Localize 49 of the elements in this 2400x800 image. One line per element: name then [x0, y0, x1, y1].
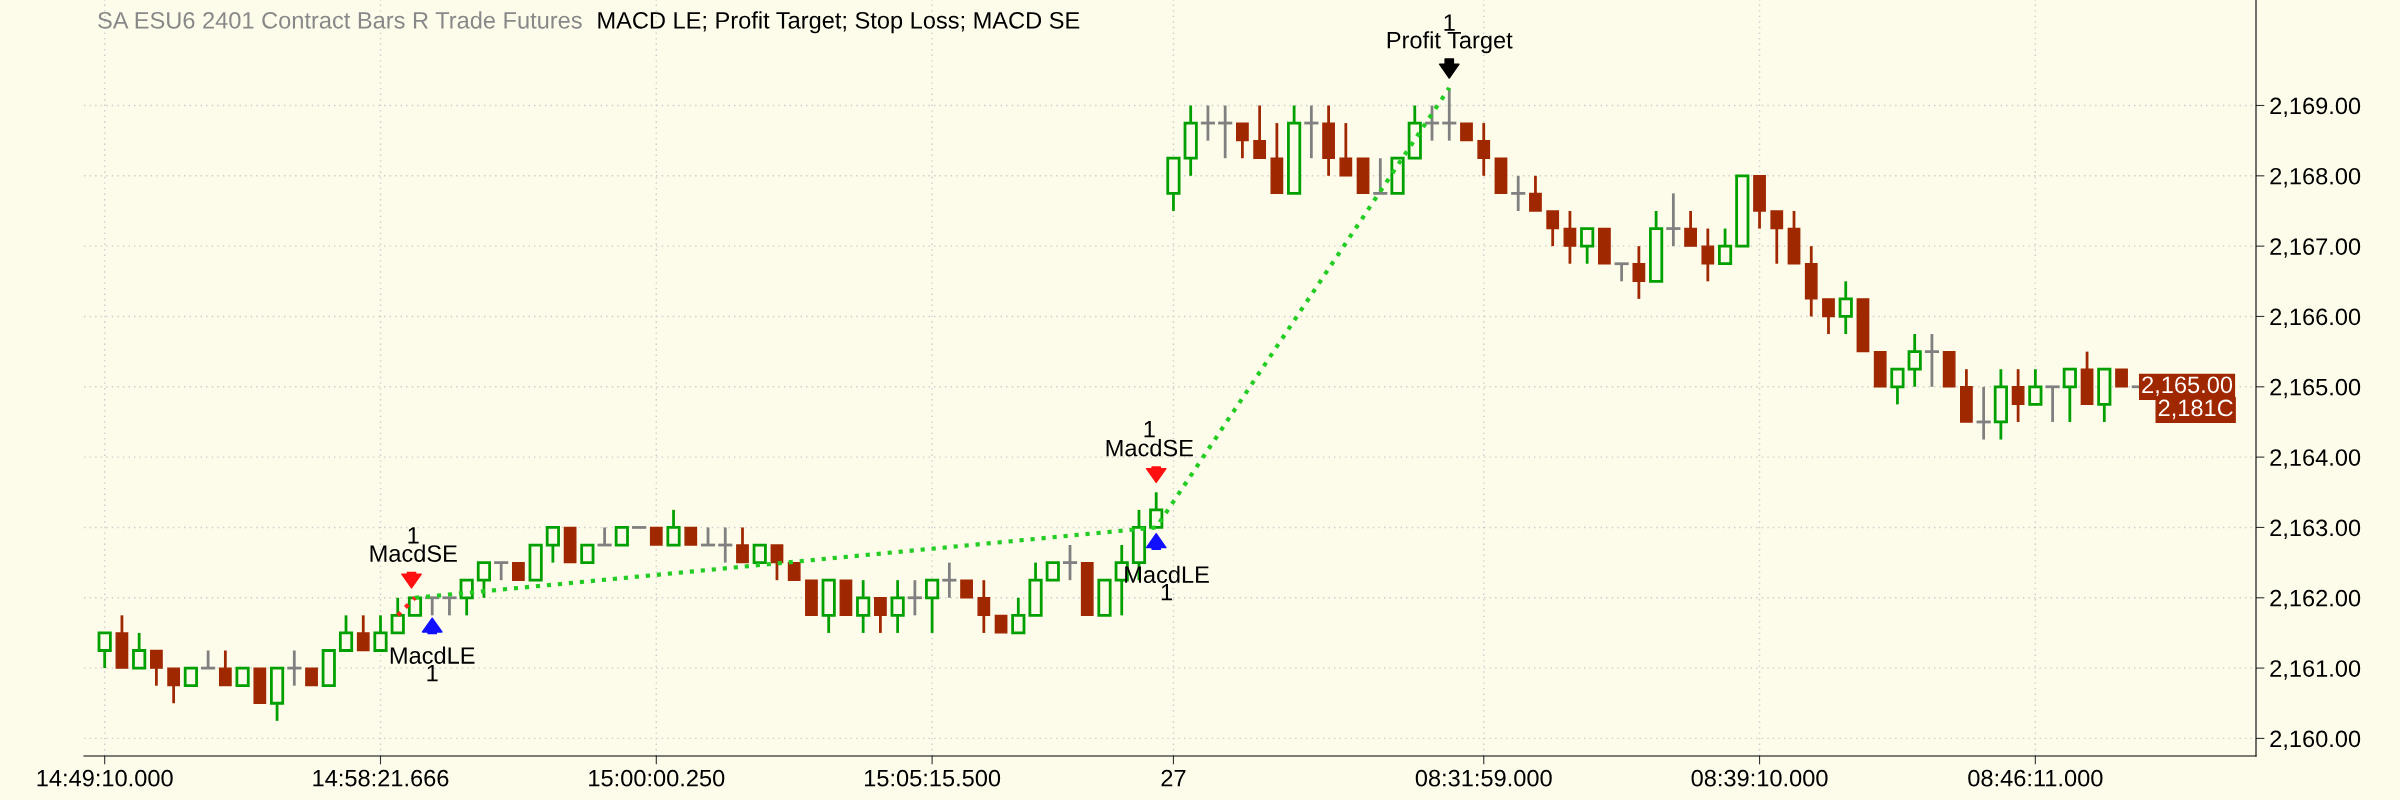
x-tick-label: 08:46:11.000 [1968, 769, 2103, 787]
candlestick [1993, 367, 2008, 441]
annotation: 1 [1161, 584, 1172, 601]
y-tick-label: 2,163.00 [2270, 519, 2361, 540]
candlestick [1183, 104, 1198, 178]
candlestick [1838, 279, 1853, 336]
chart-subtitle: SA ESU6 2401 Contract Bars R Trade Futures [98, 11, 582, 29]
annotation: 1 [1444, 14, 1455, 31]
candlestick [1666, 192, 1681, 248]
candlestick [1907, 332, 1922, 389]
candlestick [977, 578, 991, 635]
candlestick [907, 578, 922, 617]
y-tick-label: 2,165.00 [2270, 378, 2361, 399]
candlestick [942, 561, 957, 600]
y-tick-label: 2,162.00 [2270, 589, 2361, 610]
x-tick-label: 27 [1161, 769, 1186, 787]
annotation: 1 [427, 664, 438, 682]
y-tick-label: 2,168.00 [2270, 167, 2361, 188]
annotation: Profit Target [1387, 31, 1513, 54]
candlestick [1511, 174, 1526, 213]
x-tick-label: 14:49:10.000 [37, 769, 173, 787]
candlestick [2011, 367, 2025, 424]
y-tick-label: 2,169.00 [2270, 97, 2361, 118]
annotation: 1 [408, 527, 419, 544]
annotation: MacdSE [370, 544, 457, 562]
annotation: MacdLE [390, 646, 475, 664]
candlestick [856, 578, 871, 635]
x-tick-label: 15:05:15.500 [864, 769, 1001, 787]
candlestick [1632, 244, 1646, 301]
y-tick-label: 2,167.00 [2270, 238, 2361, 258]
candlestick [1477, 121, 1491, 178]
candlestick [1701, 227, 1715, 283]
annotation: 1 [1144, 420, 1155, 438]
x-tick-label: 08:39:10.000 [1691, 769, 1828, 787]
chart-title: MACD LE; Profit Target; Stop Loss; MACD SE [598, 11, 1080, 34]
candlestick [890, 578, 905, 635]
text: 2,181C [2158, 399, 2233, 420]
x-tick-label: 08:31:59.000 [1415, 769, 1552, 787]
y-tick-label: 2,161.00 [2270, 660, 2361, 680]
candlestick [1322, 104, 1335, 178]
annotation: 2,165.00 [2142, 376, 2233, 396]
annotation: MacdSE [1106, 439, 1193, 457]
candlestick [1804, 244, 1818, 318]
x-tick-label: 14:58:21.666 [313, 769, 449, 787]
candlestick [631, 526, 647, 529]
y-tick-label: 2,164.00 [2270, 449, 2361, 469]
x-tick-label: 15:00:00.250 [589, 769, 725, 787]
y-tick-label: 2,166.00 [2270, 308, 2361, 329]
y-tick-label: 2,160.00 [2270, 730, 2361, 750]
